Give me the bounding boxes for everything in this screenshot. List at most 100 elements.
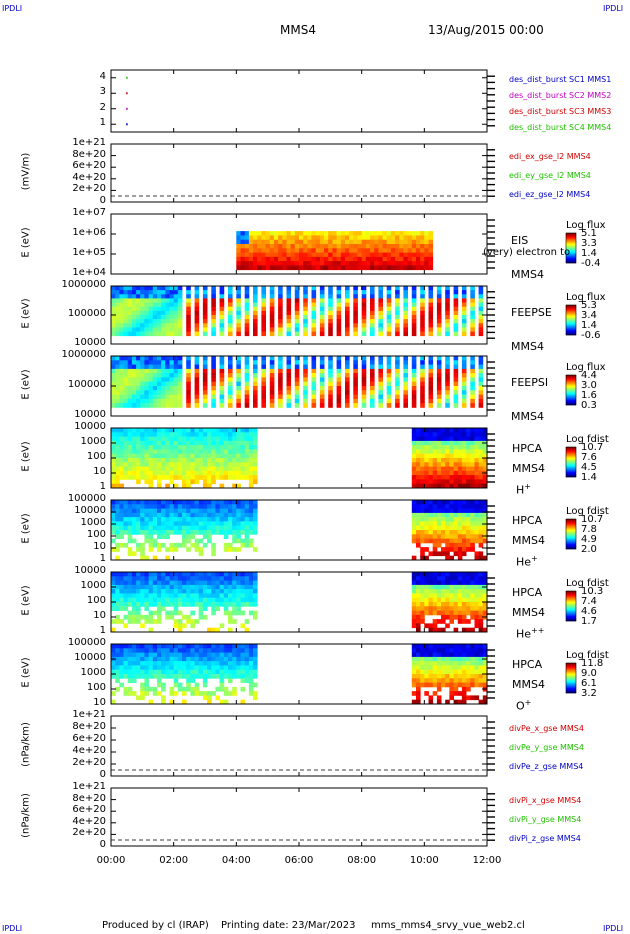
heatmap-cell (131, 593, 137, 599)
heatmap-cell (173, 593, 179, 599)
heatmap-cell (466, 593, 471, 599)
heatmap-cell (165, 445, 170, 450)
heatmap-cell (403, 290, 408, 295)
heatmap-cell (228, 470, 233, 476)
heatmap-cell (228, 377, 233, 383)
heatmap-cell (436, 500, 442, 505)
heatmap-cell (236, 398, 241, 404)
heatmap-cell (148, 470, 154, 476)
heatmap-cell (152, 323, 158, 328)
heatmap-cell (161, 504, 166, 509)
heatmap-cell (219, 512, 225, 518)
heatmap-cell (173, 517, 179, 522)
heatmap-cell (445, 606, 450, 611)
heatmap-cell (161, 294, 166, 299)
heatmap-cell (261, 377, 266, 383)
heatmap-cell (370, 368, 375, 374)
heatmap-cell (186, 530, 191, 535)
heatmap-cell (240, 644, 246, 649)
heatmap-cell (353, 377, 358, 383)
heatmap-cell (169, 589, 175, 594)
heatmap-cell (186, 394, 191, 400)
heatmap-cell (228, 453, 233, 459)
heatmap-cell (111, 669, 116, 675)
heatmap-cell (324, 231, 329, 236)
heatmap-cell (436, 695, 442, 701)
heatmap-cell (157, 327, 162, 332)
colorbar-band (566, 676, 576, 678)
heatmap-cell (182, 652, 187, 658)
heatmap-cell (345, 261, 350, 266)
heatmap-cell (198, 445, 204, 450)
heatmap-cell (173, 656, 179, 662)
heatmap-cell (436, 360, 442, 365)
heatmap-cell (361, 261, 367, 266)
heatmap-cell (240, 576, 246, 581)
heatmap-cell (253, 394, 258, 400)
heatmap-cell (319, 360, 325, 365)
heatmap-cell (253, 508, 258, 514)
heatmap-cell (436, 652, 442, 658)
heatmap-cell (228, 610, 233, 616)
heatmap-cell (244, 244, 250, 249)
heatmap-cell (211, 386, 216, 391)
heatmap-cell (248, 445, 254, 450)
heatmap-cell (182, 602, 187, 607)
heatmap-cell (111, 699, 116, 705)
heatmap-cell (336, 298, 342, 303)
heatmap-cell (253, 377, 258, 383)
heatmap-cell (315, 248, 321, 253)
heatmap-cell (165, 394, 170, 400)
ytick-label: 100 (86, 451, 106, 462)
y-axis-label: E (eV) (20, 369, 32, 400)
heatmap-cell (248, 602, 254, 607)
heatmap-cell (445, 597, 450, 603)
heatmap-cell (248, 508, 254, 514)
heatmap-cell (411, 504, 417, 509)
heatmap-cell (253, 597, 258, 603)
heatmap-cell (336, 319, 342, 324)
heatmap-cell (445, 551, 450, 557)
heatmap-cell (244, 534, 250, 539)
heatmap-cell (186, 479, 191, 485)
heatmap-cell (240, 252, 246, 258)
heatmap-cell (424, 475, 429, 480)
heatmap-cell (131, 512, 137, 518)
heatmap-cell (482, 580, 488, 586)
heatmap-cell (445, 440, 450, 446)
heatmap-cell (436, 449, 442, 455)
heatmap-cell (411, 593, 417, 599)
heatmap-cell (161, 315, 166, 320)
heatmap-cell (202, 428, 208, 433)
heatmap-cell (453, 547, 459, 552)
heatmap-cell (466, 479, 471, 485)
heatmap-cell (411, 682, 417, 688)
heatmap-cell (144, 669, 149, 675)
heatmap-cell (202, 669, 208, 675)
colorbar-band (566, 542, 576, 544)
heatmap-cell (461, 665, 467, 671)
heatmap-cell (211, 602, 216, 607)
heatmap-cell (445, 377, 450, 383)
heatmap-cell (303, 239, 308, 245)
heatmap-cell (115, 644, 120, 649)
heatmap-cell (236, 538, 241, 544)
heatmap-cell (466, 500, 471, 505)
heatmap-cell (303, 306, 308, 312)
heatmap-cell (269, 331, 275, 337)
heatmap-cell (244, 331, 250, 337)
heatmap-cell (365, 231, 371, 236)
heatmap-cell (286, 239, 292, 245)
heatmap-cell (336, 252, 342, 258)
heatmap-cell (144, 652, 149, 658)
heatmap-cell (211, 584, 216, 590)
heatmap-cell (290, 231, 296, 236)
heatmap-cell (253, 364, 258, 370)
heatmap-cell (474, 623, 480, 629)
heatmap-cell (119, 602, 124, 607)
heatmap-cell (420, 525, 425, 531)
heatmap-cell (148, 331, 154, 337)
heatmap-cell (248, 656, 254, 662)
heatmap-cell (136, 584, 141, 590)
heatmap-cell (148, 360, 154, 365)
